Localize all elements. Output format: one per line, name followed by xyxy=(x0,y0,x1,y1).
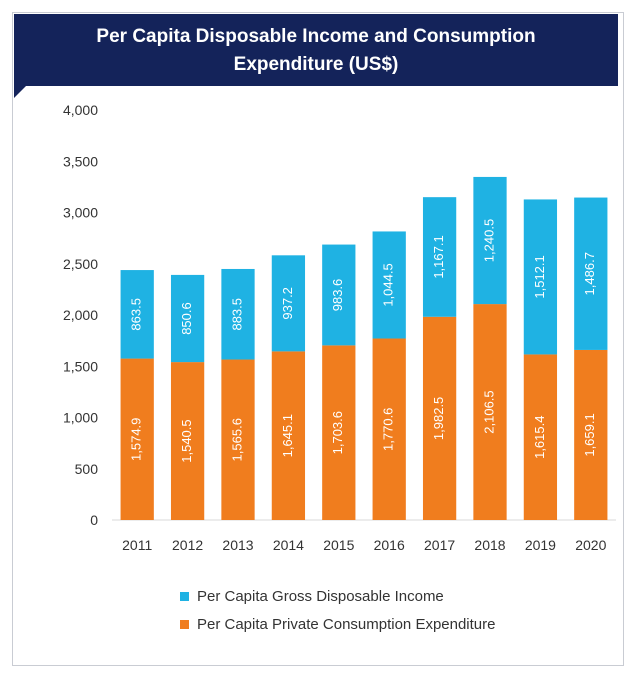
data-label-gross-disposable-income: 937.2 xyxy=(280,287,295,320)
data-label-private-consumption: 1,574.9 xyxy=(129,418,144,461)
bar-gross-disposable-income xyxy=(574,197,608,350)
bar-chart: 0 500 1,000 1,500 2,000 2,500 3,000 3,500 4,000 1… xyxy=(63,102,616,553)
y-tick-label: 2,000 xyxy=(63,307,98,323)
bar-gross-disposable-income xyxy=(221,268,255,360)
data-label-private-consumption: 1,615.4 xyxy=(532,416,547,459)
data-label-gross-disposable-income: 883.5 xyxy=(229,298,244,331)
data-label-private-consumption: 1,770.6 xyxy=(381,408,396,451)
bar-private-consumption xyxy=(473,304,507,520)
chart-title: Per Capita Disposable Income and Consump… xyxy=(14,14,618,86)
data-label-gross-disposable-income: 1,512.1 xyxy=(532,255,547,298)
data-label-private-consumption: 1,645.1 xyxy=(280,414,295,457)
data-label-gross-disposable-income: 850.6 xyxy=(179,302,194,335)
bar-private-consumption xyxy=(170,362,205,520)
data-label-gross-disposable-income: 1,486.7 xyxy=(582,252,597,295)
y-tick-label: 2,500 xyxy=(63,256,98,272)
y-tick-label: 3,500 xyxy=(63,153,98,169)
legend-label-private-consumption-expenditure: Per Capita Private Consumption Expenditu… xyxy=(197,615,496,633)
data-label-gross-disposable-income: 863.5 xyxy=(129,298,144,331)
y-tick-label: 0 xyxy=(90,512,98,528)
chart-title-line-1: Per Capita Disposable Income and Consump… xyxy=(96,26,536,47)
x-tick-label: 2014 xyxy=(273,537,304,553)
data-label-private-consumption: 1,703.6 xyxy=(330,411,345,454)
chart-title-line-2: Expenditure (US$) xyxy=(233,54,399,75)
legend-swatch-gross-disposable-income xyxy=(180,591,189,601)
title-corner-accent xyxy=(14,86,26,98)
data-label-gross-disposable-income: 1,240.5 xyxy=(481,219,496,262)
bar-gross-disposable-income xyxy=(322,244,356,346)
bar-gross-disposable-income xyxy=(120,270,154,359)
chart-legend: Per Capita Gross Disposable Income Per C… xyxy=(180,582,496,638)
bar-private-consumption xyxy=(120,358,154,520)
bar-private-consumption xyxy=(574,349,608,520)
bar-private-consumption xyxy=(422,316,457,520)
data-label-private-consumption: 1,540.5 xyxy=(179,419,194,462)
legend-item-gross-disposable-income: Per Capita Gross Disposable Income xyxy=(180,582,496,610)
x-tick-label: 2019 xyxy=(525,537,556,553)
y-tick-label: 4,000 xyxy=(63,102,98,118)
data-label-gross-disposable-income: 1,044.5 xyxy=(381,263,396,306)
x-tick-label: 2017 xyxy=(424,537,455,553)
bar-gross-disposable-income xyxy=(422,197,457,317)
bar-private-consumption xyxy=(322,345,356,520)
y-tick-label: 1,000 xyxy=(63,410,98,426)
x-tick-label: 2013 xyxy=(222,537,253,553)
legend-swatch-private-consumption-expenditure xyxy=(180,619,189,629)
x-tick-label: 2016 xyxy=(374,537,405,553)
data-label-private-consumption: 1,982.5 xyxy=(431,397,446,440)
legend-item-private-consumption-expenditure: Per Capita Private Consumption Expenditu… xyxy=(180,610,496,638)
x-tick-label: 2011 xyxy=(122,537,152,553)
data-label-gross-disposable-income: 983.6 xyxy=(330,279,345,312)
data-label-private-consumption: 2,106.5 xyxy=(481,390,496,433)
bar-gross-disposable-income xyxy=(372,231,406,339)
bar-gross-disposable-income xyxy=(473,176,507,305)
y-tick-label: 500 xyxy=(75,461,99,477)
bar-private-consumption xyxy=(523,354,558,520)
data-label-private-consumption: 1,659.1 xyxy=(582,413,597,456)
bar-private-consumption xyxy=(221,359,255,520)
bar-gross-disposable-income xyxy=(170,274,205,363)
data-label-gross-disposable-income: 1,167.1 xyxy=(431,235,446,278)
bar-private-consumption xyxy=(372,338,406,520)
x-tick-label: 2012 xyxy=(172,537,203,553)
chart-frame xyxy=(12,12,624,666)
y-tick-label: 3,000 xyxy=(63,205,98,221)
x-tick-label: 2015 xyxy=(323,537,354,553)
legend-label-gross-disposable-income: Per Capita Gross Disposable Income xyxy=(197,587,444,605)
x-tick-label: 2018 xyxy=(474,537,505,553)
data-label-private-consumption: 1,565.6 xyxy=(229,418,244,461)
bar-private-consumption xyxy=(271,351,306,520)
y-tick-label: 1,500 xyxy=(63,358,98,374)
x-tick-label: 2020 xyxy=(575,537,606,553)
bar-gross-disposable-income xyxy=(523,199,558,355)
bar-gross-disposable-income xyxy=(271,255,306,352)
